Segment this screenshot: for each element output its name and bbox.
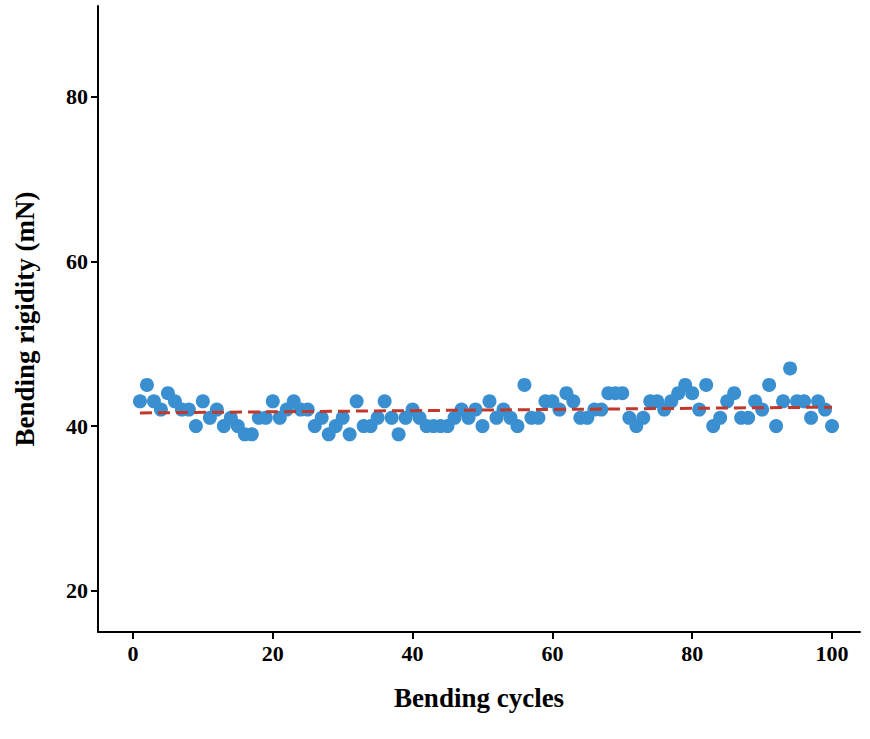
svg-text:40: 40 xyxy=(402,641,424,666)
svg-text:100: 100 xyxy=(816,641,849,666)
svg-text:0: 0 xyxy=(127,641,138,666)
svg-text:Bending rigidity (mN): Bending rigidity (mN) xyxy=(10,191,40,446)
svg-text:Bending cycles: Bending cycles xyxy=(394,683,564,713)
svg-text:80: 80 xyxy=(681,641,703,666)
svg-text:40: 40 xyxy=(66,414,88,439)
svg-text:20: 20 xyxy=(262,641,284,666)
svg-text:60: 60 xyxy=(66,249,88,274)
svg-text:80: 80 xyxy=(66,84,88,109)
svg-text:20: 20 xyxy=(66,578,88,603)
svg-text:60: 60 xyxy=(541,641,563,666)
